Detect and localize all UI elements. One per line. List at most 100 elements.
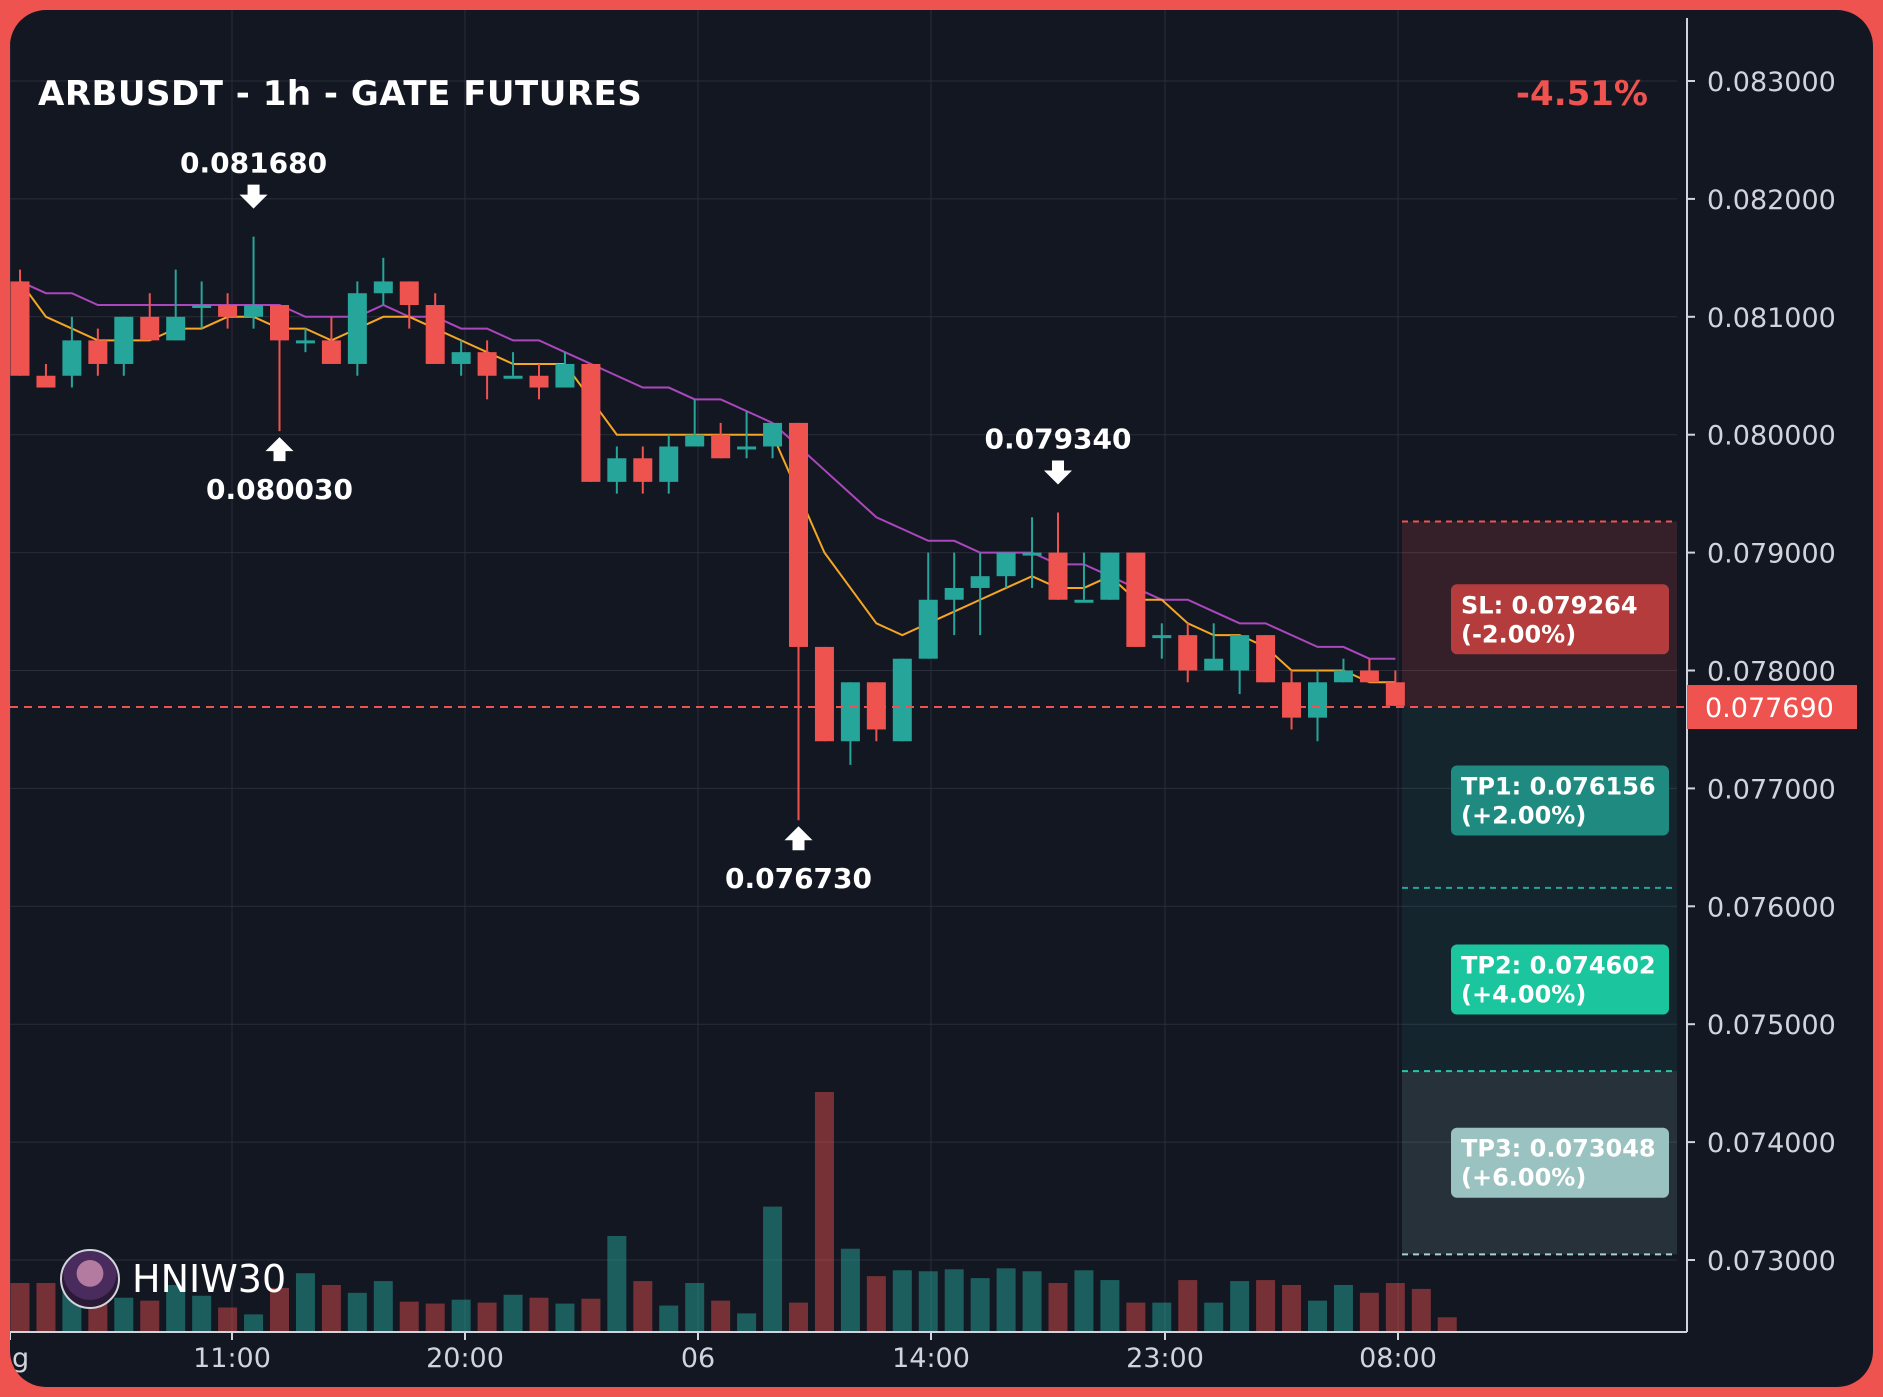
candle-body	[218, 305, 238, 317]
candle-body	[529, 375, 549, 388]
candle-body	[114, 316, 134, 364]
candle-body	[399, 281, 419, 306]
candle-body	[1126, 552, 1146, 647]
volume-bar	[1256, 1280, 1276, 1332]
candle-body	[607, 458, 627, 482]
volume-bar	[1411, 1288, 1431, 1332]
arrow-up-icon	[784, 826, 813, 851]
y-tick-label: 0.077000	[1707, 774, 1836, 805]
extreme-label: 0.076730	[725, 862, 872, 895]
candle-body	[244, 305, 264, 317]
candle-body	[62, 340, 82, 376]
volume-bar	[1333, 1284, 1353, 1332]
volume-bar	[1048, 1283, 1068, 1332]
arrow-down-icon	[1044, 460, 1072, 485]
volume-bar	[970, 1278, 990, 1332]
volume-bar	[140, 1300, 160, 1332]
candle-body	[918, 599, 938, 659]
volume-bar	[1100, 1280, 1120, 1332]
level-pct: (+6.00%)	[1461, 1164, 1586, 1192]
y-tick-label: 0.079000	[1707, 539, 1836, 570]
candle-body	[88, 340, 108, 364]
y-tick-label: 0.080000	[1707, 421, 1836, 452]
candle-body	[1152, 635, 1172, 639]
volume-bar	[607, 1236, 627, 1332]
volume-bar	[1126, 1302, 1146, 1332]
volume-bar	[789, 1302, 808, 1332]
level-pct: (-2.00%)	[1461, 620, 1576, 648]
volume-bar	[711, 1300, 731, 1332]
volume-bar	[451, 1299, 471, 1332]
chart-frame: 0.081680 0.080030 0.076730 0.079340 SL: 0.07…	[10, 10, 1873, 1387]
candle-body	[1230, 635, 1250, 671]
level-label: TP1: 0.076156	[1461, 772, 1656, 800]
candle-body	[295, 340, 315, 344]
y-tick-label: 0.078000	[1707, 657, 1836, 688]
candle-body	[425, 305, 445, 364]
x-tick-label: 20:00	[426, 1343, 504, 1374]
price-change: -4.51%	[1515, 74, 1648, 114]
y-tick-label: 0.075000	[1707, 1010, 1836, 1041]
candle-body	[270, 305, 289, 341]
avatar-icon	[60, 1249, 120, 1309]
candle-body	[1359, 670, 1379, 683]
last-price-label: 0.077690	[1705, 693, 1834, 724]
volume-bar	[192, 1295, 212, 1332]
candle-body	[1178, 635, 1198, 671]
volume-bar	[399, 1301, 419, 1332]
candle-body	[36, 375, 56, 388]
x-tick-label: g	[12, 1343, 29, 1374]
level-pct: (+2.00%)	[1461, 801, 1586, 829]
volume-bar	[321, 1284, 341, 1332]
candle-body	[1022, 552, 1042, 556]
volume-bar	[866, 1276, 886, 1332]
watermark: HNIW30	[60, 1247, 286, 1311]
x-tick-label: 11:00	[193, 1343, 271, 1374]
extreme-label: 0.079340	[984, 423, 1131, 456]
x-tick-label: 06	[681, 1343, 715, 1374]
watermark-text: HNIW30	[132, 1257, 287, 1301]
volume-bar	[996, 1268, 1016, 1332]
volume-bar	[1152, 1302, 1172, 1332]
candle-body	[1385, 682, 1405, 706]
volume-bar	[944, 1269, 964, 1332]
candle-body	[1204, 658, 1224, 671]
volume-bar	[529, 1297, 549, 1332]
candle-body	[866, 682, 886, 730]
y-tick-label: 0.082000	[1707, 185, 1836, 216]
candle-body	[892, 658, 912, 742]
candle-body	[451, 352, 471, 364]
x-tick-label: 14:00	[892, 1343, 970, 1374]
candle-body	[789, 422, 808, 647]
volume-bar	[1178, 1280, 1198, 1332]
volume-bar	[814, 1092, 834, 1332]
arrow-down-icon	[239, 184, 268, 209]
candle-body	[1333, 670, 1353, 683]
volume-bar	[633, 1281, 653, 1332]
level-box-sl	[1451, 584, 1669, 655]
last-price-tag	[1687, 685, 1857, 730]
candle-body	[711, 434, 731, 459]
extreme-label: 0.080030	[206, 473, 353, 506]
candle-body	[1048, 552, 1068, 600]
price-chart[interactable]: 0.081680 0.080030 0.076730 0.079340 SL: 0.07…	[10, 10, 1873, 1387]
volume-bar	[503, 1294, 523, 1332]
candle-body	[659, 446, 679, 482]
candle-body	[970, 576, 990, 588]
candle-body	[347, 293, 367, 364]
x-tick-label: 08:00	[1359, 1343, 1437, 1374]
level-label: TP2: 0.074602	[1461, 952, 1656, 980]
level-pct: (+4.00%)	[1461, 981, 1586, 1009]
candle-body	[1100, 552, 1120, 600]
volume-bar	[581, 1298, 601, 1332]
volume-bar	[1308, 1300, 1327, 1332]
level-box-tp3	[1451, 1127, 1669, 1198]
volume-bar	[1204, 1302, 1224, 1332]
volume-bar	[373, 1281, 393, 1332]
y-tick-label: 0.073000	[1707, 1246, 1836, 1277]
volume-bar	[10, 1283, 30, 1332]
level-box-tp2	[1451, 944, 1669, 1015]
extreme-label: 0.081680	[180, 147, 327, 180]
candle-body	[477, 352, 497, 376]
volume-bar	[685, 1283, 705, 1332]
